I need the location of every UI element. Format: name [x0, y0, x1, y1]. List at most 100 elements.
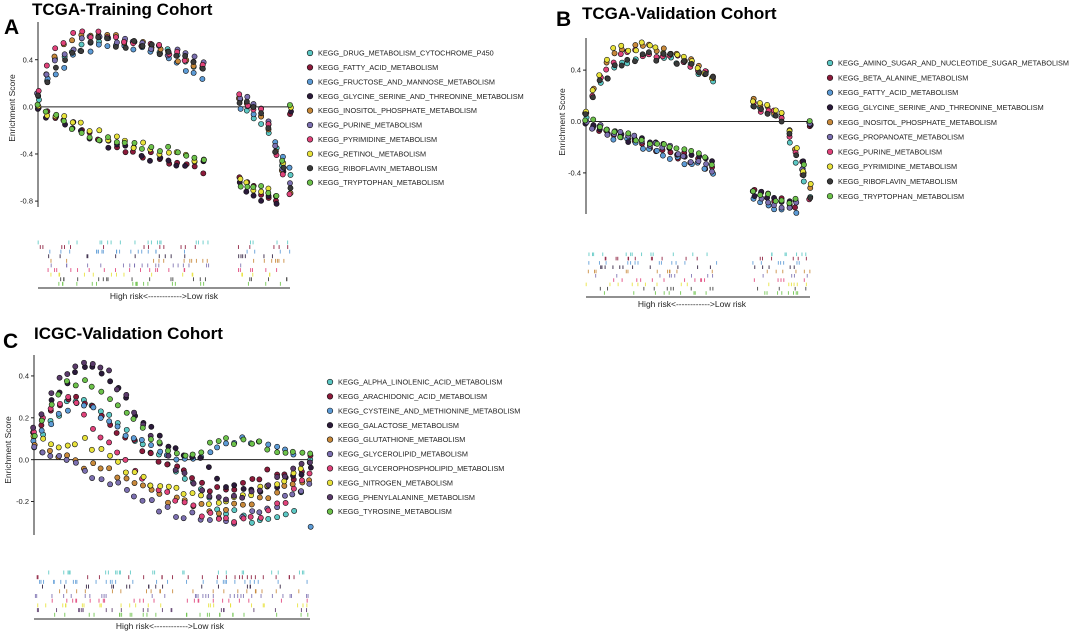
data-point	[214, 444, 220, 451]
data-point	[274, 474, 281, 480]
data-point	[113, 34, 119, 41]
data-point	[131, 469, 138, 476]
data-point	[778, 109, 785, 116]
data-point	[291, 508, 298, 514]
data-point	[778, 118, 785, 125]
data-point	[645, 49, 652, 56]
data-point	[140, 482, 146, 489]
data-point	[48, 401, 55, 408]
data-point	[778, 204, 785, 211]
data-point	[236, 91, 243, 98]
legend-marker	[326, 479, 334, 486]
legend-label: KEGG_PHENYLALANINE_METABOLISM	[338, 493, 475, 502]
data-point	[52, 45, 59, 52]
legend-label: KEGG_RIBOFLAVIN_METABOLISM	[318, 164, 437, 173]
data-point	[256, 509, 263, 516]
data-point	[191, 53, 198, 60]
data-point	[610, 136, 617, 143]
legend-label: KEGG_GLYCEROLIPID_METABOLISM	[338, 450, 468, 459]
data-point	[611, 50, 618, 57]
legend-label: KEGG_TYROSINE_METABOLISM	[338, 507, 452, 516]
data-point	[131, 409, 137, 416]
data-point	[47, 447, 53, 454]
legend-label: KEGG_GLYCEROPHOSPHOLIPID_METABOLISM	[338, 464, 504, 473]
data-point	[98, 388, 105, 395]
data-point	[688, 147, 695, 154]
data-point	[244, 183, 251, 190]
legend-label: KEGG_RETINOL_METABOLISM	[318, 149, 426, 158]
legend-marker	[826, 89, 834, 96]
data-point	[249, 440, 255, 447]
data-point	[289, 491, 296, 498]
data-point	[69, 49, 76, 56]
data-point	[807, 195, 814, 201]
data-point	[90, 425, 96, 432]
data-point	[164, 504, 171, 510]
data-point	[98, 370, 105, 377]
data-point	[199, 76, 206, 82]
data-point	[95, 28, 102, 35]
y-tick-label: 0.0	[19, 455, 29, 464]
legend-marker	[326, 407, 334, 414]
data-point	[123, 426, 130, 433]
data-point	[48, 421, 55, 428]
panel-c-legend: KEGG_ALPHA_LINOLENIC_ACID_METABOLISM KEGG…	[326, 378, 520, 516]
data-point	[757, 192, 764, 198]
data-point	[148, 144, 155, 150]
data-point	[61, 51, 68, 58]
data-point	[39, 449, 46, 456]
legend-marker	[826, 163, 834, 170]
panel-b-title: TCGA-Validation Cohort	[582, 4, 777, 23]
data-point	[215, 438, 222, 444]
panel-a-rug	[37, 240, 291, 286]
data-point	[298, 460, 305, 467]
data-point	[273, 192, 280, 199]
data-point	[198, 449, 205, 456]
data-point	[207, 449, 214, 456]
data-point	[258, 110, 265, 117]
data-point	[166, 149, 172, 156]
data-point	[64, 371, 71, 377]
data-point	[258, 197, 265, 204]
data-point	[215, 494, 222, 501]
data-point	[115, 458, 121, 465]
data-point	[589, 87, 596, 94]
legend-marker	[306, 179, 314, 186]
data-point	[165, 48, 172, 55]
data-point	[306, 470, 313, 477]
y-tick-label: -0.4	[568, 168, 581, 177]
data-point	[148, 41, 155, 48]
data-point	[34, 101, 41, 108]
data-point	[106, 367, 112, 374]
data-point	[244, 93, 251, 100]
legend-marker	[306, 107, 314, 114]
data-point	[104, 35, 110, 42]
data-point	[72, 363, 79, 370]
data-point	[139, 497, 146, 504]
data-point	[190, 59, 197, 65]
data-point	[279, 157, 286, 164]
data-point	[240, 515, 247, 522]
data-point	[56, 452, 63, 459]
data-point	[38, 411, 45, 418]
data-point	[282, 500, 289, 506]
data-point	[652, 44, 659, 51]
data-point	[71, 441, 78, 448]
data-point	[180, 491, 187, 497]
data-point	[223, 515, 229, 522]
panel-letter-c: C	[3, 330, 18, 353]
data-point	[86, 128, 93, 134]
data-point	[703, 161, 710, 167]
data-point	[165, 157, 172, 164]
data-point	[88, 383, 95, 390]
legend-marker	[306, 64, 314, 71]
data-point	[60, 40, 67, 46]
data-point	[123, 475, 130, 482]
data-point	[778, 197, 785, 204]
data-point	[792, 159, 799, 166]
data-point	[667, 51, 674, 57]
data-point	[702, 71, 709, 77]
data-point	[68, 126, 75, 132]
data-point	[646, 141, 653, 147]
data-point	[654, 140, 661, 147]
